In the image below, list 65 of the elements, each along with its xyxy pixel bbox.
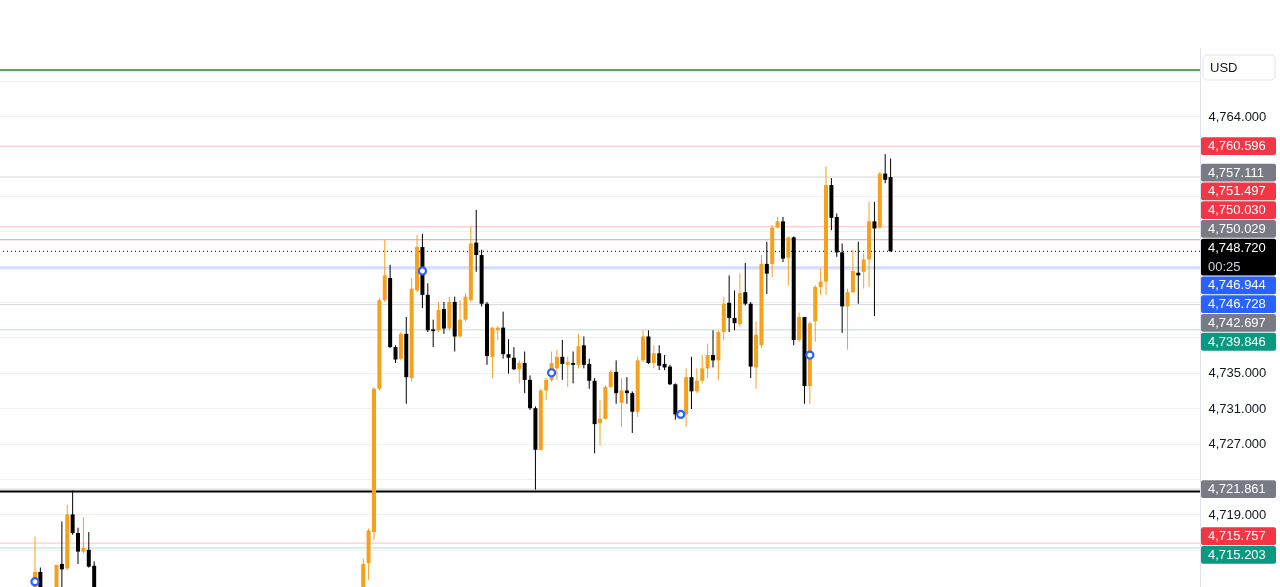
ref-line-label: 4,746.944	[1208, 277, 1266, 293]
candlestick	[506, 338, 511, 375]
candlestick	[517, 359, 522, 384]
y-tick-label: 4,764.000	[1208, 108, 1267, 124]
candlestick	[818, 267, 823, 296]
ref-line-label: 4,748.720 00:25	[1208, 239, 1266, 274]
candlestick	[743, 262, 748, 306]
candlestick	[565, 356, 570, 388]
candlestick	[511, 346, 516, 371]
ref-line-label: 4,715.757	[1208, 528, 1266, 544]
candlestick	[845, 288, 850, 351]
candlestick	[614, 359, 619, 405]
ref-line-label: 4,750.030	[1208, 202, 1266, 218]
ref-line-label: 4,746.728	[1208, 296, 1266, 312]
point	[676, 409, 686, 420]
candlestick	[571, 351, 576, 384]
candlestick	[657, 344, 662, 371]
ref-line-label: 4,715.203	[1208, 546, 1266, 562]
candlestick	[786, 235, 791, 286]
candlestick	[624, 376, 629, 405]
ref-line-label: 4,757.111	[1208, 164, 1264, 180]
ref-line-label: 4,742.697	[1208, 314, 1266, 330]
ref-line-label: 4,750.029	[1208, 220, 1266, 236]
candlestick	[732, 289, 737, 331]
candlestick	[463, 292, 468, 322]
candlestick	[689, 356, 694, 410]
candlestick	[441, 301, 446, 335]
ref-line-label: 4,751.497	[1208, 183, 1266, 199]
candlestick	[560, 339, 565, 381]
y-tick-label: 4,719.000	[1208, 506, 1267, 522]
y-tick-label: 4,735.000	[1208, 365, 1267, 381]
candlestick	[850, 249, 855, 294]
candlestick	[59, 520, 64, 587]
candlestick	[544, 377, 549, 401]
candlestick	[576, 333, 581, 369]
ref-line-label: 4,721.861	[1208, 481, 1266, 497]
candlestick	[700, 354, 705, 384]
candlestick	[694, 367, 699, 394]
point	[30, 577, 40, 587]
candlestick	[81, 516, 86, 554]
y-tick-label: 4,731.000	[1208, 400, 1267, 416]
candlestick	[711, 329, 715, 368]
candlestick	[883, 153, 888, 184]
candlestick	[667, 364, 672, 386]
text: USD	[1210, 59, 1238, 75]
candlestick	[619, 377, 624, 428]
candlestick	[522, 351, 527, 394]
candlestick	[458, 299, 463, 338]
point	[805, 350, 815, 360]
point	[417, 266, 428, 276]
candlestick	[361, 558, 366, 587]
candlestick	[554, 349, 559, 381]
y-tick-label: 4,727.000	[1208, 436, 1267, 452]
candlestick	[705, 343, 710, 379]
ref-line-label: 4,739.846	[1208, 333, 1266, 349]
candlestick	[727, 274, 732, 333]
candlestick	[651, 344, 656, 369]
candlestick	[630, 390, 635, 434]
candlestick	[76, 527, 81, 565]
candlestick	[797, 312, 802, 343]
point	[546, 368, 557, 378]
candlestick	[641, 329, 646, 363]
candlestick	[861, 252, 866, 290]
candlestick	[436, 301, 441, 333]
ref-line-label: 4,760.596	[1208, 138, 1266, 154]
